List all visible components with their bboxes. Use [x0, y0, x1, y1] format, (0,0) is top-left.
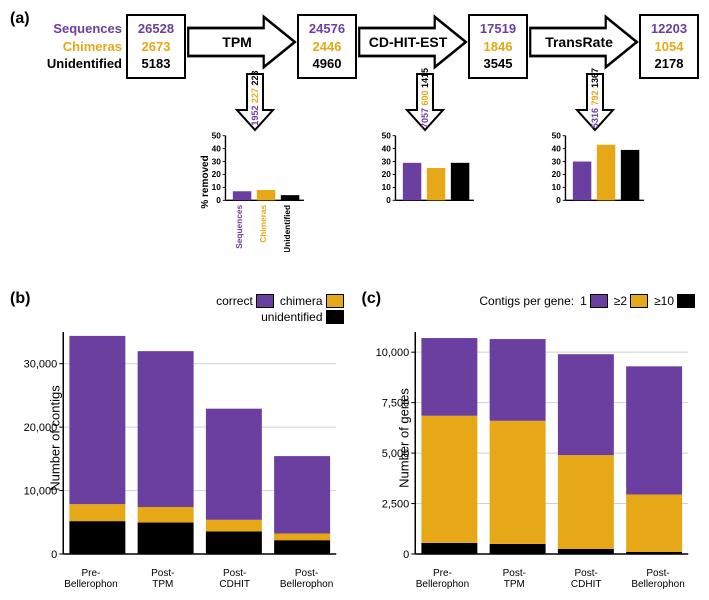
xtick: Pre-Bellerophon — [61, 568, 121, 590]
panel-a-label: (a) — [10, 10, 30, 27]
svg-text:0: 0 — [556, 195, 561, 205]
svg-text:2,500: 2,500 — [381, 499, 409, 511]
svg-text:Unidentified: Unidentified — [282, 205, 292, 252]
box-1: 24576 2446 4960 — [297, 14, 357, 79]
svg-text:10,000: 10,000 — [375, 347, 409, 359]
box-3: 12203 1054 2178 — [639, 14, 699, 79]
drop-arrow-0: 1952 227 223 — [232, 72, 278, 132]
box-0: 26528 2673 5183 — [126, 14, 186, 79]
drop-group-0: 1952 227 223 0 10 20 30 40 50 Sequences Chimeras… — [195, 72, 315, 252]
panel-c: (c) Contigs per gene: 1 ≥2 ≥10 Number of… — [362, 290, 700, 590]
svg-text:0: 0 — [386, 195, 391, 205]
xticks-b: Pre-Bellerophon Post-TPM Post-CDHIT Post-Be… — [10, 568, 348, 590]
svg-text:10: 10 — [382, 182, 392, 192]
panel-a: (a) Sequences Chimeras Unidentified 2652… — [10, 10, 699, 290]
svg-text:50: 50 — [382, 132, 392, 140]
arrow-tpm: TPM — [186, 14, 297, 70]
xtick: Post-TPM — [133, 568, 193, 590]
xtick: Pre-Bellerophon — [412, 568, 472, 590]
swatch-chimera — [326, 294, 344, 308]
swatch-correct — [256, 294, 274, 308]
xtick: Post-CDHIT — [556, 568, 616, 590]
svg-text:Sequences: Sequences — [234, 205, 244, 249]
label-seq: Sequences — [36, 20, 122, 38]
ylabel-c: Number of genes — [396, 388, 411, 488]
xtick: Post-Bellerophon — [628, 568, 688, 590]
swatch-10 — [677, 294, 695, 308]
mini-chart-0: 0 10 20 30 40 50 Sequences Chimeras Unidentified… — [195, 132, 315, 252]
drop-arrow-1: 7057 600 1415 — [402, 72, 448, 132]
svg-text:50: 50 — [552, 132, 562, 140]
drop-arrow-2: 5316 792 1367 — [572, 72, 618, 132]
mini-chart-1: 0 10 20 30 40 50 — [365, 132, 485, 252]
svg-text:10: 10 — [552, 182, 562, 192]
panel-c-label: (c) — [362, 290, 382, 307]
svg-text:40: 40 — [212, 143, 222, 153]
xtick: Post-TPM — [484, 568, 544, 590]
label-chi: Chimeras — [36, 38, 122, 56]
svg-text:30: 30 — [382, 156, 392, 166]
svg-text:50: 50 — [212, 132, 222, 140]
legend-c: Contigs per gene: 1 ≥2 ≥10 — [479, 294, 695, 308]
svg-text:30,000: 30,000 — [24, 359, 58, 371]
svg-text:10: 10 — [212, 182, 222, 192]
chart-c: 02,5005,0007,50010,000 — [362, 308, 700, 568]
label-uni: Unidentified — [36, 55, 122, 73]
svg-text:0: 0 — [403, 549, 409, 561]
arrow-transrate: TransRate — [528, 14, 639, 70]
ylabel-b: Number of contigs — [47, 385, 62, 491]
row-labels: Sequences Chimeras Unidentified — [36, 14, 122, 73]
svg-text:30: 30 — [552, 156, 562, 166]
svg-text:40: 40 — [382, 143, 392, 153]
box-2: 17519 1846 3545 — [468, 14, 528, 79]
drop-group-1: 7057 600 1415 0 10 20 30 40 50 — [365, 72, 485, 252]
svg-text:0: 0 — [216, 195, 221, 205]
svg-text:0: 0 — [51, 549, 57, 561]
svg-text:40: 40 — [552, 143, 562, 153]
svg-text:20: 20 — [552, 169, 562, 179]
svg-text:20: 20 — [382, 169, 392, 179]
svg-text:30: 30 — [212, 156, 222, 166]
swatch-1 — [590, 294, 608, 308]
panel-b-label: (b) — [10, 290, 30, 307]
arrow-cdhit: CD-HIT-EST — [357, 14, 468, 70]
xticks-c: Pre-Bellerophon Post-TPM Post-CDHIT Post-Be… — [362, 568, 700, 590]
xtick: Post-CDHIT — [205, 568, 265, 590]
xtick: Post-Bellerophon — [277, 568, 337, 590]
mini-chart-2: 0 10 20 30 40 50 — [535, 132, 655, 252]
drop-group-2: 5316 792 1367 0 10 20 30 40 50 — [535, 72, 655, 252]
panel-b: (b) correct chimera unidentified Number … — [10, 290, 348, 590]
svg-text:20: 20 — [212, 169, 222, 179]
svg-text:Chimeras: Chimeras — [258, 205, 268, 243]
swatch-2 — [630, 294, 648, 308]
